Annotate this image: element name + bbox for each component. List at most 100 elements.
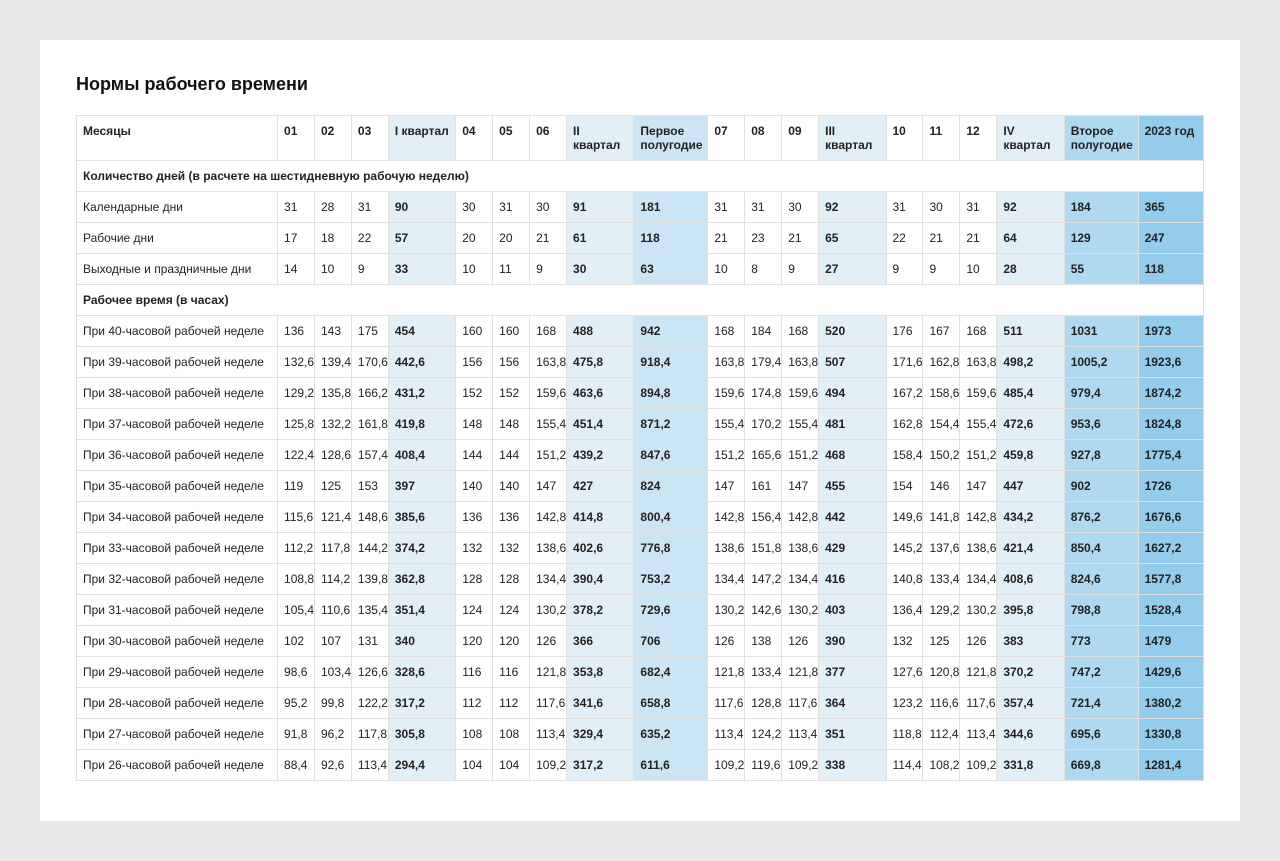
cell: 126 bbox=[530, 626, 567, 657]
cell: 753,2 bbox=[634, 564, 708, 595]
cell: 351,4 bbox=[388, 595, 455, 626]
cell: 129 bbox=[1064, 223, 1138, 254]
cell: 128,6 bbox=[314, 440, 351, 471]
cell: 135,8 bbox=[314, 378, 351, 409]
cell: 154,4 bbox=[923, 409, 960, 440]
table-row: Выходные и праздничные дни14109331011930… bbox=[77, 254, 1204, 285]
table-row: При 26-часовой рабочей неделе88,492,6113… bbox=[77, 750, 1204, 781]
cell: 1281,4 bbox=[1138, 750, 1203, 781]
cell: 408,6 bbox=[997, 564, 1064, 595]
cell: 151,8 bbox=[745, 533, 782, 564]
cell: 108,2 bbox=[923, 750, 960, 781]
cell: 105,4 bbox=[278, 595, 315, 626]
cell: 130,2 bbox=[782, 595, 819, 626]
cell: 729,6 bbox=[634, 595, 708, 626]
cell: 95,2 bbox=[278, 688, 315, 719]
row-label: Выходные и праздничные дни bbox=[77, 254, 278, 285]
section-header: Количество дней (в расчете на шестидневн… bbox=[77, 161, 1204, 192]
cell: 366 bbox=[567, 626, 634, 657]
cell: 682,4 bbox=[634, 657, 708, 688]
cell: 124 bbox=[456, 595, 493, 626]
cell: 317,2 bbox=[567, 750, 634, 781]
cell: 102 bbox=[278, 626, 315, 657]
cell: 109,2 bbox=[708, 750, 745, 781]
cell: 33 bbox=[388, 254, 455, 285]
cell: 91 bbox=[567, 192, 634, 223]
cell: 21 bbox=[530, 223, 567, 254]
cell: 463,6 bbox=[567, 378, 634, 409]
cell: 9 bbox=[886, 254, 923, 285]
cell: 431,2 bbox=[388, 378, 455, 409]
cell: 31 bbox=[708, 192, 745, 223]
cell: 140 bbox=[493, 471, 530, 502]
cell: 174,8 bbox=[745, 378, 782, 409]
cell: 798,8 bbox=[1064, 595, 1138, 626]
cell: 139,4 bbox=[314, 347, 351, 378]
cell: 160 bbox=[493, 316, 530, 347]
cell: 1330,8 bbox=[1138, 719, 1203, 750]
cell: 145,2 bbox=[886, 533, 923, 564]
cell: 365 bbox=[1138, 192, 1203, 223]
cell: 151,2 bbox=[960, 440, 997, 471]
cell: 139,8 bbox=[351, 564, 388, 595]
cell: 158,6 bbox=[923, 378, 960, 409]
cell: 163,8 bbox=[960, 347, 997, 378]
cell: 390 bbox=[819, 626, 886, 657]
cell: 112 bbox=[493, 688, 530, 719]
cell: 104 bbox=[456, 750, 493, 781]
cell: 378,2 bbox=[567, 595, 634, 626]
cell: 31 bbox=[960, 192, 997, 223]
col-header-m8: 08 bbox=[745, 116, 782, 161]
cell: 395,8 bbox=[997, 595, 1064, 626]
cell: 114,2 bbox=[314, 564, 351, 595]
row-label: При 28-часовой рабочей неделе bbox=[77, 688, 278, 719]
cell: 148,6 bbox=[351, 502, 388, 533]
cell: 116 bbox=[456, 657, 493, 688]
cell: 90 bbox=[388, 192, 455, 223]
cell: 485,4 bbox=[997, 378, 1064, 409]
cell: 135,4 bbox=[351, 595, 388, 626]
cell: 305,8 bbox=[388, 719, 455, 750]
work-norms-table: Месяцы010203I квартал040506II кварталПер… bbox=[76, 115, 1204, 781]
cell: 498,2 bbox=[997, 347, 1064, 378]
cell: 184 bbox=[745, 316, 782, 347]
row-label: При 40-часовой рабочей неделе bbox=[77, 316, 278, 347]
cell: 121,4 bbox=[314, 502, 351, 533]
cell: 927,8 bbox=[1064, 440, 1138, 471]
cell: 119 bbox=[278, 471, 315, 502]
cell: 162,8 bbox=[886, 409, 923, 440]
cell: 721,4 bbox=[1064, 688, 1138, 719]
cell: 847,6 bbox=[634, 440, 708, 471]
cell: 92 bbox=[997, 192, 1064, 223]
cell: 30 bbox=[923, 192, 960, 223]
cell: 28 bbox=[314, 192, 351, 223]
cell: 357,4 bbox=[997, 688, 1064, 719]
cell: 364 bbox=[819, 688, 886, 719]
cell: 110,6 bbox=[314, 595, 351, 626]
cell: 114,4 bbox=[886, 750, 923, 781]
cell: 153 bbox=[351, 471, 388, 502]
cell: 416 bbox=[819, 564, 886, 595]
cell: 20 bbox=[456, 223, 493, 254]
cell: 247 bbox=[1138, 223, 1203, 254]
cell: 136 bbox=[278, 316, 315, 347]
cell: 351 bbox=[819, 719, 886, 750]
cell: 370,2 bbox=[997, 657, 1064, 688]
cell: 160 bbox=[456, 316, 493, 347]
row-label: При 33-часовой рабочей неделе bbox=[77, 533, 278, 564]
row-label: Календарные дни bbox=[77, 192, 278, 223]
cell: 150,2 bbox=[923, 440, 960, 471]
cell: 1005,2 bbox=[1064, 347, 1138, 378]
cell: 113,4 bbox=[782, 719, 819, 750]
cell: 127,6 bbox=[886, 657, 923, 688]
cell: 455 bbox=[819, 471, 886, 502]
cell: 776,8 bbox=[634, 533, 708, 564]
cell: 117,6 bbox=[708, 688, 745, 719]
cell: 362,8 bbox=[388, 564, 455, 595]
cell: 142,6 bbox=[745, 595, 782, 626]
cell: 161 bbox=[745, 471, 782, 502]
cell: 894,8 bbox=[634, 378, 708, 409]
cell: 136 bbox=[493, 502, 530, 533]
cell: 30 bbox=[567, 254, 634, 285]
cell: 21 bbox=[923, 223, 960, 254]
